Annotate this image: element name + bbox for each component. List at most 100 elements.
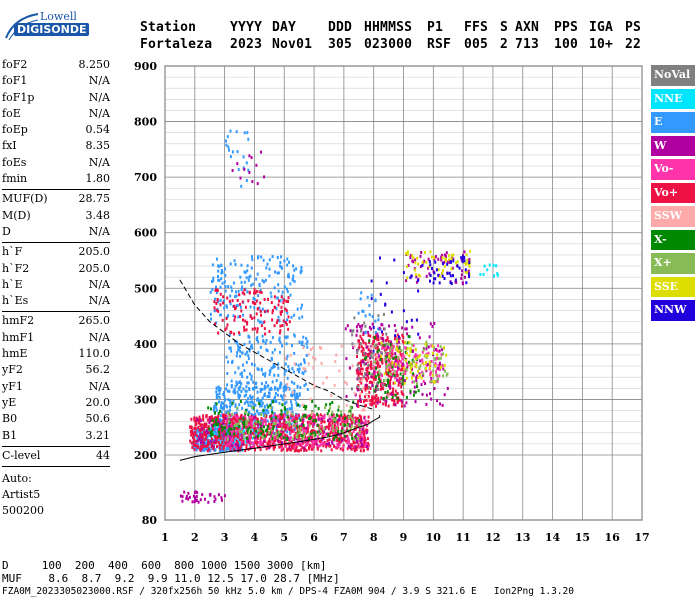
scatter-point bbox=[210, 317, 212, 321]
scatter-point bbox=[415, 275, 418, 279]
scatter-point bbox=[289, 282, 292, 286]
scatter-point bbox=[305, 427, 308, 431]
scatter-point bbox=[257, 307, 259, 311]
scatter-point bbox=[308, 417, 311, 421]
scatter-point bbox=[355, 333, 358, 337]
scatter-point bbox=[408, 340, 411, 344]
scatter-point bbox=[462, 257, 464, 260]
scatter-point bbox=[376, 365, 379, 369]
scatter-point bbox=[312, 419, 315, 423]
scatter-point bbox=[269, 415, 271, 419]
scatter-point bbox=[378, 348, 381, 352]
scatter-point bbox=[272, 434, 274, 438]
param-row: h`E N/A bbox=[2, 278, 110, 294]
scatter-point bbox=[397, 337, 400, 341]
scatter-point bbox=[268, 427, 270, 431]
scatter-point bbox=[464, 268, 467, 272]
scatter-point bbox=[230, 379, 233, 383]
param-value: 110.0 bbox=[78, 347, 111, 361]
scatter-point bbox=[287, 442, 290, 446]
scatter-point bbox=[400, 354, 403, 358]
scatter-point bbox=[275, 307, 278, 310]
scatter-point bbox=[370, 297, 373, 301]
scatter-point bbox=[219, 313, 222, 317]
scatter-point bbox=[375, 394, 378, 397]
scatter-point bbox=[259, 448, 262, 452]
scatter-point bbox=[434, 357, 437, 361]
scatter-point bbox=[376, 387, 379, 391]
scatter-point bbox=[249, 435, 252, 438]
param-value: 8.35 bbox=[85, 139, 111, 153]
scatter-point bbox=[256, 445, 259, 449]
scatter-point bbox=[240, 430, 243, 434]
scatter-point bbox=[358, 367, 360, 370]
scatter-point bbox=[228, 299, 231, 303]
scatter-point bbox=[226, 296, 229, 300]
scatter-point bbox=[246, 400, 249, 404]
scatter-point bbox=[238, 393, 241, 397]
scatter-point bbox=[424, 382, 426, 385]
scatter-point bbox=[248, 154, 251, 158]
scatter-point bbox=[229, 330, 232, 334]
scatter-point bbox=[233, 388, 236, 392]
scatter-point bbox=[247, 418, 250, 422]
scatter-point bbox=[311, 447, 314, 451]
scatter-point bbox=[371, 342, 374, 346]
scatter-point bbox=[227, 145, 230, 149]
scatter-point bbox=[375, 334, 377, 338]
scatter-point bbox=[286, 257, 289, 261]
scatter-point bbox=[199, 498, 202, 502]
scatter-point bbox=[353, 344, 356, 348]
scatter-point bbox=[353, 392, 356, 396]
scatter-point bbox=[205, 431, 208, 435]
scatter-point bbox=[222, 426, 225, 430]
scatter-point bbox=[298, 404, 301, 408]
scatter-point bbox=[225, 432, 228, 436]
scatter-point bbox=[271, 309, 274, 312]
scatter-point bbox=[465, 281, 468, 285]
scatter-point bbox=[314, 439, 317, 443]
scatter-point bbox=[253, 425, 256, 429]
scatter-point bbox=[217, 424, 220, 428]
scatter-point bbox=[367, 420, 370, 424]
scatter-point bbox=[270, 295, 273, 299]
scatter-point bbox=[268, 443, 271, 447]
scatter-point bbox=[360, 345, 363, 349]
scatter-point bbox=[302, 367, 305, 371]
param-value: 20.0 bbox=[85, 395, 111, 409]
scatter-point bbox=[377, 373, 380, 377]
scatter-point bbox=[222, 295, 225, 299]
scatter-point bbox=[346, 429, 349, 433]
scatter-point bbox=[198, 421, 201, 425]
scatter-point bbox=[400, 390, 403, 394]
scatter-point bbox=[439, 402, 441, 406]
scatter-point bbox=[363, 442, 366, 446]
scatter-point bbox=[399, 398, 402, 402]
scatter-point bbox=[270, 408, 273, 412]
scatter-point bbox=[331, 414, 334, 418]
scatter-point bbox=[364, 395, 367, 399]
scatter-point bbox=[237, 289, 240, 293]
scatter-point bbox=[280, 437, 283, 440]
scatter-point bbox=[263, 387, 266, 391]
scatter-point bbox=[265, 412, 268, 416]
scatter-point bbox=[373, 336, 376, 339]
scatter-point bbox=[299, 386, 302, 390]
scatter-point bbox=[280, 382, 283, 386]
scatter-point bbox=[225, 143, 228, 147]
scatter-point bbox=[397, 383, 400, 387]
scatter-point bbox=[283, 425, 286, 429]
scatter-point bbox=[442, 268, 444, 272]
scatter-point bbox=[259, 428, 262, 432]
scatter-point bbox=[386, 368, 389, 372]
scatter-point bbox=[265, 447, 268, 451]
scatter-point bbox=[247, 299, 250, 303]
scatter-point bbox=[340, 420, 343, 424]
scatter-point bbox=[290, 380, 293, 384]
scatter-point bbox=[304, 444, 307, 448]
scatter-point bbox=[217, 414, 220, 418]
scatter-point bbox=[247, 168, 250, 172]
scatter-point bbox=[385, 395, 388, 399]
scatter-point bbox=[247, 137, 250, 141]
scatter-point bbox=[414, 354, 417, 358]
